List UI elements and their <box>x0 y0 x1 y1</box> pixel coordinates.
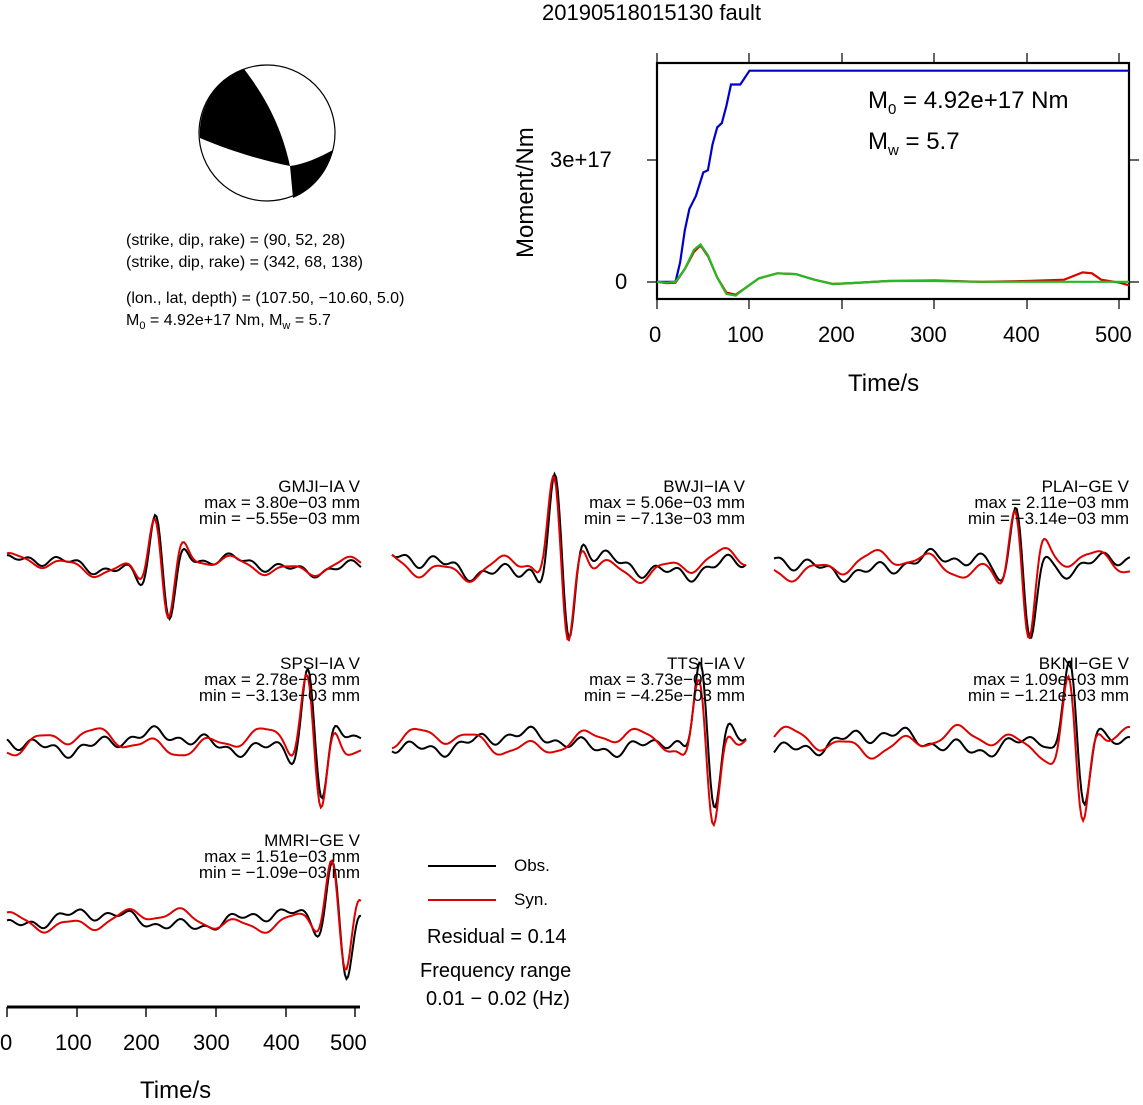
waveform-obs-0 <box>6 513 362 622</box>
waveform-obs-5 <box>773 660 1131 807</box>
stf-annotation: M0 = 4.92e+17 Nm Mw = 5.7 <box>868 87 1069 159</box>
stf-xtick-500: 500 <box>1095 322 1132 347</box>
stf-series-2 <box>656 242 1129 297</box>
wave-xtick-300: 300 <box>193 1030 230 1055</box>
stf-curves <box>656 69 1130 297</box>
stf-xtick-400: 400 <box>1003 322 1040 347</box>
waveform-x-axis <box>6 1005 360 1017</box>
station-label-ttsi: TTSI−IA V max = 3.73e−03 mm min = −4.25e… <box>583 654 745 705</box>
waveform-syn-5 <box>773 674 1131 824</box>
station-label-mmri: MMRI−GE V max = 1.51e−03 mm min = −1.09e… <box>198 831 360 882</box>
mechanism-moment: M0 = 4.92e+17 Nm, Mw = 5.7 <box>126 312 331 333</box>
wave-xtick-400: 400 <box>263 1030 300 1055</box>
station-label-plai: PLAI−GE V max = 2.11e−03 mm min = −3.14e… <box>967 477 1129 528</box>
stf-ticks <box>647 53 1139 309</box>
stf-xtick-200: 200 <box>818 322 855 347</box>
stf-ytick-2: 0 <box>615 269 628 294</box>
waveform-obs-4 <box>391 661 747 809</box>
frequency-value: 0.01 − 0.02 (Hz) <box>426 988 570 1010</box>
stf-ytick-1: 3e+17 <box>550 147 612 172</box>
stf-series-1 <box>656 243 1130 296</box>
frequency-label: Frequency range <box>420 960 572 982</box>
waveform-syn-3 <box>6 672 362 810</box>
station-label-bkni: BKNI−GE V max = 1.09e−03 mm min = −1.21e… <box>967 654 1129 705</box>
waveform-traces <box>6 471 1131 981</box>
mechanism-location: (lon., lat, depth) = (107.50, −10.60, 5.… <box>126 290 405 307</box>
stf-xtick-0: 0 <box>649 322 662 347</box>
wave-xtick-200: 200 <box>123 1030 160 1055</box>
stf-xtick-100: 100 <box>727 322 764 347</box>
mechanism-plane1: (strike, dip, rake) = (90, 52, 28) <box>126 232 346 249</box>
station-label-bwji: BWJI−IA V max = 5.06e−03 mm min = −7.13e… <box>583 477 745 528</box>
stf-xtick-300: 300 <box>910 322 947 347</box>
stf-x-label: Time/s <box>848 370 920 397</box>
stf-series-0 <box>657 69 1129 283</box>
mechanism-plane2: (strike, dip, rake) = (342, 68, 138) <box>126 254 363 271</box>
wave-x-label: Time/s <box>140 1077 212 1104</box>
residual-label: Residual = 0.14 <box>427 926 567 948</box>
waveform-syn-4 <box>391 679 747 828</box>
beachball <box>198 64 336 202</box>
stf-y-label: Moment/Nm <box>512 127 539 258</box>
waveform-syn-1 <box>391 475 747 642</box>
waveform-syn-6 <box>6 859 362 971</box>
wave-xtick-500: 500 <box>330 1030 367 1055</box>
wave-xtick-100: 100 <box>55 1030 92 1055</box>
wave-xtick-0: 0 <box>0 1030 13 1055</box>
stf-frame <box>655 61 1131 301</box>
waveform-syn-2 <box>773 509 1131 639</box>
waveform-syn-0 <box>6 517 362 619</box>
station-label-gmji: GMJI−IA V max = 3.80e−03 mm min = −5.55e… <box>198 477 360 528</box>
station-label-spsi: SPSI−IA V max = 2.78e−03 mm min = −3.13e… <box>198 654 360 705</box>
legend-obs-label: Obs. <box>514 856 550 875</box>
figure-title: 20190518015130 fault <box>542 0 761 25</box>
waveform-obs-6 <box>6 859 362 981</box>
legend-syn-label: Syn. <box>514 890 549 909</box>
